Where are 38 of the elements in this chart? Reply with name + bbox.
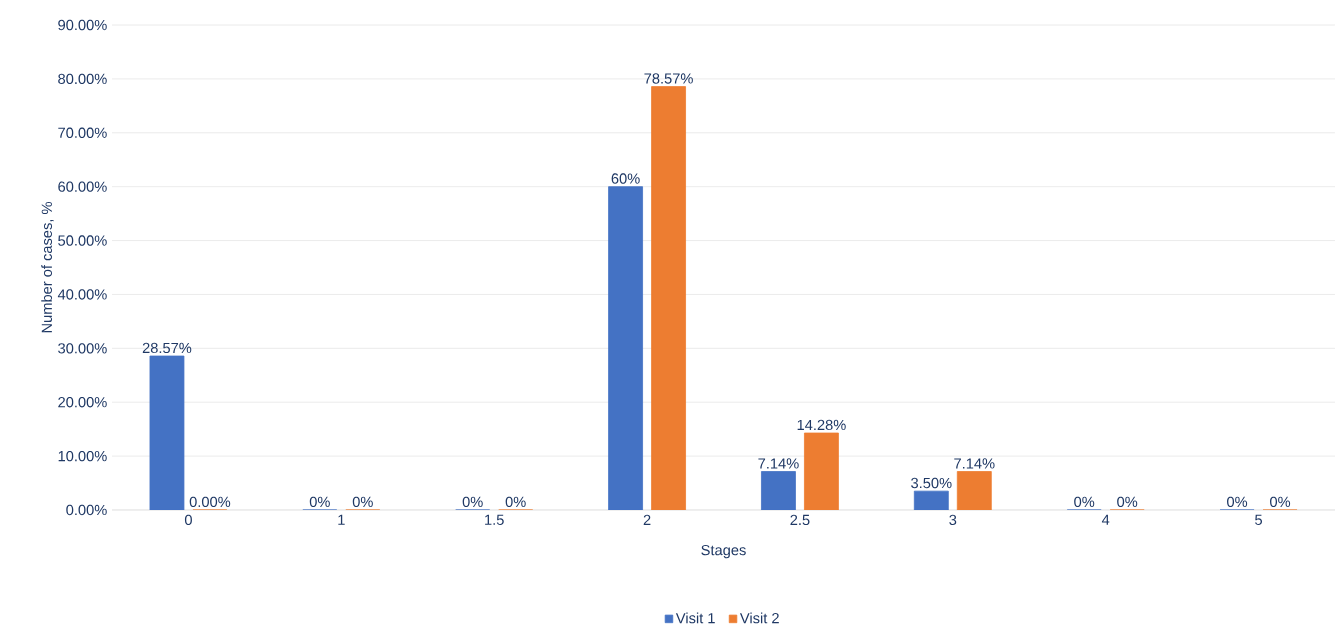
data-label: 7.14% [954, 458, 995, 469]
data-label: 0% [1227, 496, 1248, 508]
data-label: 0% [1270, 496, 1291, 508]
data-label: 0.00% [189, 496, 231, 508]
data-label: 28.57% [142, 342, 192, 354]
y-tick-label: 90.00% [58, 19, 107, 31]
y-tick-label: 0.00% [66, 504, 107, 516]
y-axis-title: Number of cases, % [41, 202, 54, 333]
data-label: 14.28% [797, 419, 846, 431]
x-tick-label: 1 [338, 514, 345, 525]
y-tick-label: 20.00% [58, 397, 107, 408]
data-label: 0% [462, 496, 483, 508]
y-tick-label: 60.00% [58, 181, 107, 192]
x-tick-label: 3 [949, 514, 957, 526]
legend-label: Visit 2 [739, 612, 779, 624]
x-tick-label: 4 [1101, 514, 1110, 525]
y-tick-label: 40.00% [57, 289, 107, 300]
data-label: 3.50% [911, 477, 952, 489]
data-label: 0% [309, 496, 330, 508]
data-label: 0% [352, 496, 373, 508]
x-tick-label: 2.5 [790, 514, 810, 526]
legend-label: Visit 1 [675, 612, 715, 624]
data-label: 60% [611, 173, 640, 184]
data-label: 0% [1117, 496, 1138, 508]
x-tick-label: 5 [1255, 514, 1263, 525]
x-tick-label: 0 [184, 514, 192, 526]
x-axis-title: Stages [701, 544, 746, 559]
data-label: 0% [505, 496, 526, 508]
y-tick-label: 10.00% [58, 450, 107, 462]
data-label: 78.57% [644, 73, 693, 84]
data-label: 0% [1074, 496, 1095, 508]
x-tick-label: 1.5 [485, 514, 504, 525]
y-tick-label: 30.00% [58, 343, 107, 354]
y-tick-label: 80.00% [58, 73, 107, 85]
y-tick-label: 50.00% [58, 235, 107, 246]
y-tick-label: 70.00% [58, 127, 107, 138]
x-tick-label: 2 [643, 514, 651, 525]
data-label: 7.14% [758, 458, 799, 469]
